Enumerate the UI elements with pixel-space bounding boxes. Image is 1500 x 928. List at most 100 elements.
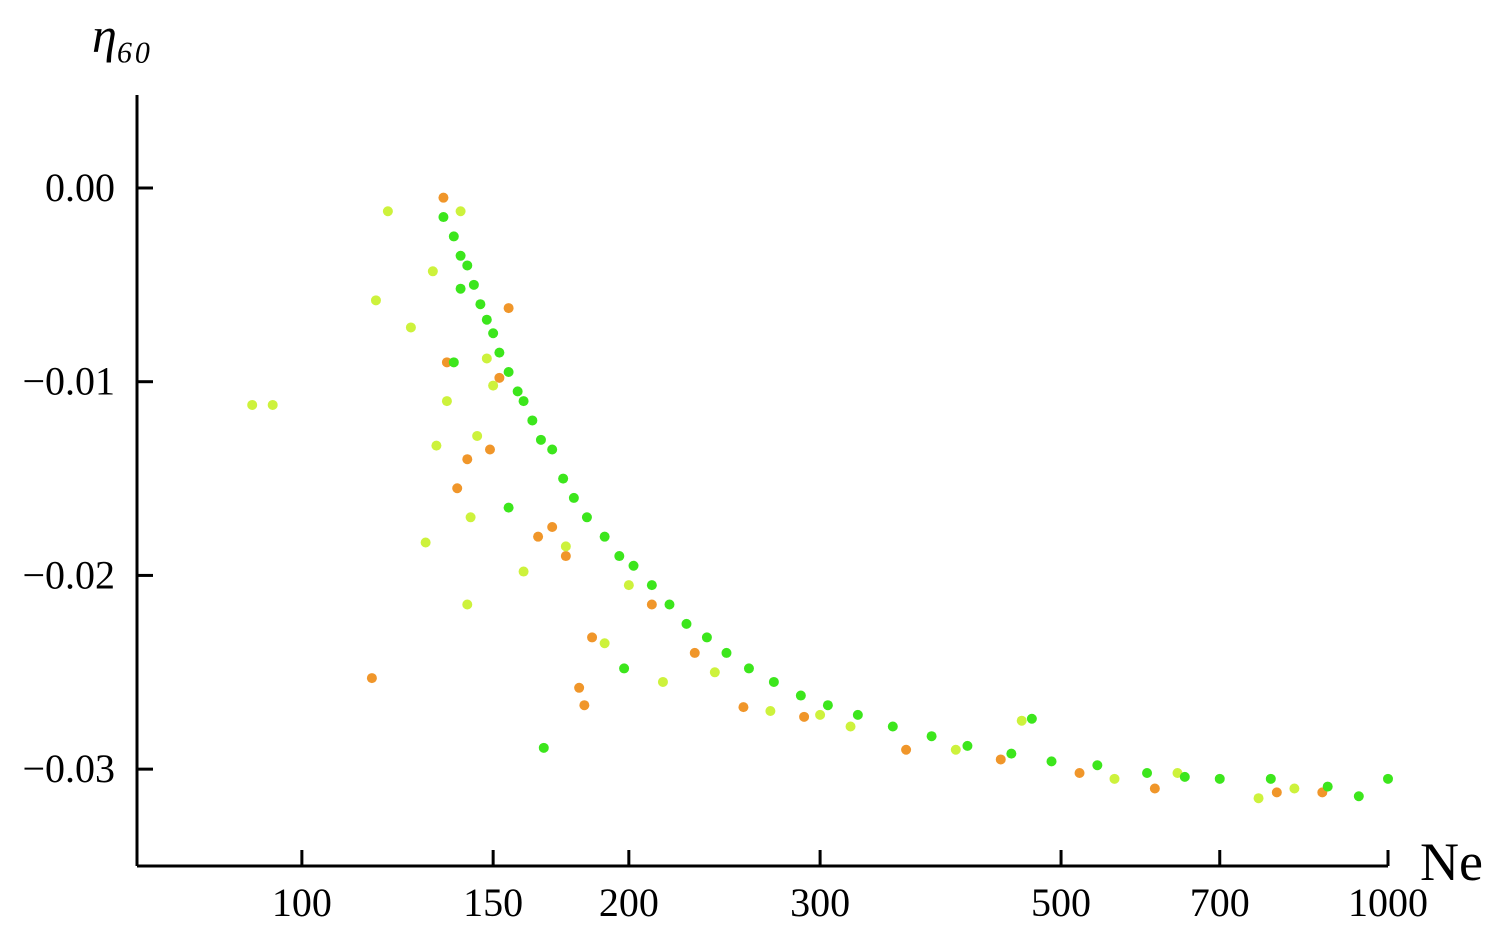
point (822, 700, 833, 711)
point (472, 430, 483, 441)
point (494, 347, 505, 358)
point (503, 303, 514, 314)
point (845, 721, 856, 732)
point (484, 444, 495, 455)
point (623, 580, 634, 591)
point (1092, 760, 1103, 771)
point (887, 721, 898, 732)
point (518, 566, 529, 577)
point (465, 512, 476, 523)
point (1289, 783, 1300, 794)
point (455, 283, 466, 294)
point (481, 314, 492, 325)
point (1179, 771, 1190, 782)
point (494, 372, 505, 383)
point (721, 647, 732, 658)
point (1016, 715, 1027, 726)
y-tick-label: −0.02 (22, 552, 115, 597)
point (574, 682, 585, 693)
point (538, 742, 549, 753)
point (431, 440, 442, 451)
point (926, 731, 937, 742)
point (512, 386, 523, 397)
point (579, 700, 590, 711)
point (420, 537, 431, 548)
point (488, 328, 499, 339)
point (503, 367, 514, 378)
point (547, 521, 558, 532)
point (599, 531, 610, 542)
point (795, 690, 806, 701)
point (455, 250, 466, 261)
point (427, 266, 438, 277)
point (518, 396, 529, 407)
point (614, 551, 625, 562)
point (462, 260, 473, 271)
point (1253, 793, 1264, 804)
y-tick-label: −0.01 (22, 359, 115, 404)
point (799, 711, 810, 722)
point (503, 502, 514, 513)
point (1149, 783, 1160, 794)
point (405, 322, 416, 333)
point (689, 647, 700, 658)
point (475, 299, 486, 310)
point (1353, 791, 1364, 802)
point (560, 551, 571, 562)
point (1322, 781, 1333, 792)
point (468, 279, 479, 290)
x-tick-label: 300 (790, 880, 850, 925)
point (1006, 748, 1017, 759)
point (535, 434, 546, 445)
point (709, 667, 720, 678)
x-tick-label: 100 (272, 880, 332, 925)
point (1026, 713, 1037, 724)
point (628, 560, 639, 571)
point (995, 754, 1006, 765)
x-tick-label: 1000 (1348, 880, 1428, 925)
point (1074, 768, 1085, 779)
point (664, 599, 675, 610)
x-tick-label: 500 (1031, 880, 1091, 925)
point (1383, 773, 1393, 784)
point (452, 483, 463, 494)
x-tick-label: 700 (1190, 880, 1250, 925)
point (581, 512, 592, 523)
point (646, 599, 657, 610)
point (1046, 756, 1057, 767)
point (488, 380, 499, 391)
point (267, 399, 278, 410)
point (657, 676, 668, 687)
point (366, 673, 377, 684)
y-tick-label: 0.00 (45, 165, 115, 210)
point (599, 638, 610, 649)
point (950, 744, 961, 755)
point (370, 295, 381, 306)
point (1142, 768, 1153, 779)
point (481, 353, 492, 364)
point (1265, 773, 1276, 784)
point (448, 357, 459, 368)
point (768, 676, 779, 687)
point (738, 702, 749, 713)
point (527, 415, 538, 426)
point (382, 206, 393, 217)
point (743, 663, 754, 674)
point (462, 599, 473, 610)
point (815, 709, 826, 720)
point (1271, 787, 1282, 798)
y-axis-label: η₆₀ (92, 7, 152, 63)
point (438, 192, 449, 203)
point (448, 231, 459, 242)
point (962, 740, 973, 751)
x-tick-label: 150 (463, 880, 523, 925)
point (619, 663, 630, 674)
point (1172, 768, 1183, 779)
point (1109, 773, 1120, 784)
point (560, 541, 571, 552)
point (247, 399, 258, 410)
point (901, 744, 912, 755)
point (441, 357, 452, 368)
point (462, 454, 473, 465)
point (765, 706, 776, 717)
